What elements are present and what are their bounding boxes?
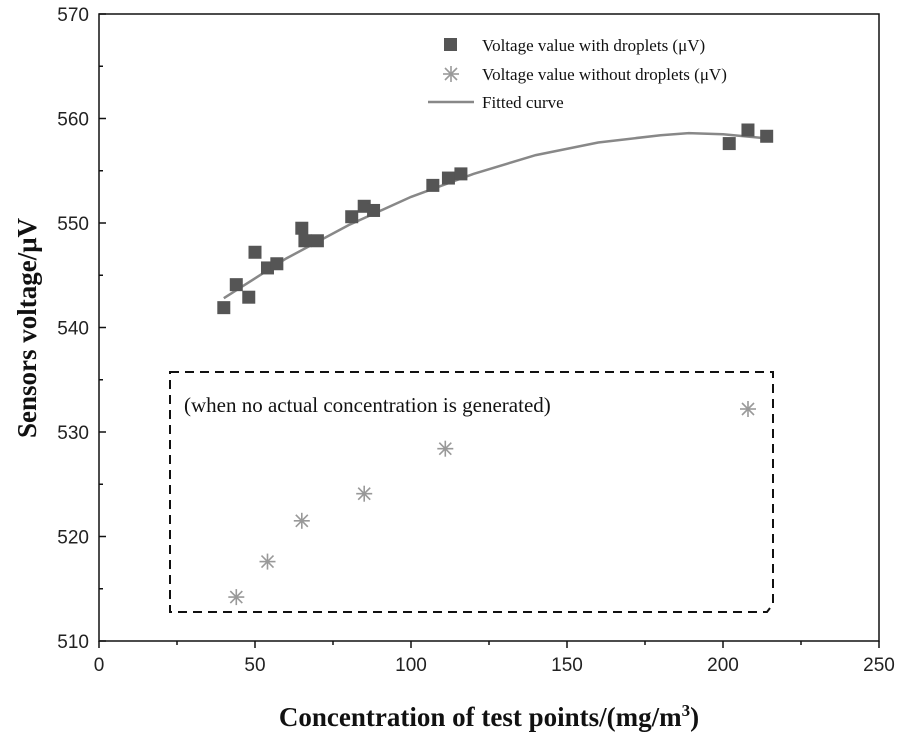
data-point-without-droplets	[259, 553, 276, 570]
data-point-with-droplets	[441, 171, 455, 185]
y-tick-label: 560	[57, 110, 89, 131]
y-tick-label: 530	[57, 423, 89, 444]
data-point-with-droplets	[367, 203, 381, 217]
annotation-dashed-box	[169, 371, 774, 613]
data-point-with-droplets	[310, 234, 324, 248]
legend: Voltage value with droplets (μV) Voltage…	[428, 36, 727, 112]
y-tick-label: 550	[57, 214, 89, 235]
fitted-curve-line	[223, 131, 767, 300]
data-point-with-droplets	[426, 178, 440, 192]
y-tick-label: 520	[57, 528, 89, 549]
y-tick-label: 540	[57, 319, 89, 340]
series-without-droplets	[228, 401, 756, 606]
y-tick-label: 570	[57, 5, 89, 26]
x-tick-label: 50	[244, 655, 265, 676]
x-tick-label: 200	[707, 655, 739, 676]
x-tick-label: 100	[395, 655, 427, 676]
y-tick-label: 510	[57, 632, 89, 653]
data-point-without-droplets	[293, 512, 310, 529]
data-point-with-droplets	[760, 129, 774, 143]
fitted-curve-layer	[223, 131, 767, 300]
legend-label-without-droplets: Voltage value without droplets (μV)	[482, 65, 727, 84]
data-point-with-droplets	[722, 137, 736, 151]
x-tick-label: 0	[94, 655, 105, 676]
y-axis-title: Sensors voltage/μV	[12, 217, 42, 438]
data-point-without-droplets	[740, 401, 756, 417]
data-point-with-droplets	[229, 278, 243, 292]
data-point-with-droplets	[298, 234, 312, 248]
y-axis-ticks: 510 520 530 540 550 560 570	[57, 5, 106, 653]
x-axis-title: Concentration of test points/(mg/m3)	[279, 701, 699, 732]
data-point-with-droplets	[295, 221, 309, 235]
x-axis-ticks: 0 50 100 150 200 250	[94, 641, 895, 676]
data-point-without-droplets	[228, 589, 245, 606]
x-tick-label: 250	[863, 655, 895, 676]
x-tick-label: 150	[551, 655, 583, 676]
series-with-droplets	[217, 123, 774, 315]
data-point-with-droplets	[242, 290, 256, 304]
annotation-text: (when no actual concentration is generat…	[184, 393, 551, 417]
data-point-without-droplets	[356, 485, 373, 502]
data-point-with-droplets	[270, 257, 284, 271]
data-point-with-droplets	[217, 301, 231, 315]
data-point-without-droplets	[437, 440, 454, 457]
data-point-with-droplets	[454, 167, 468, 181]
legend-marker-square	[444, 38, 457, 51]
data-point-with-droplets	[741, 123, 755, 137]
legend-marker-asterisk	[443, 66, 459, 82]
data-point-with-droplets	[248, 245, 262, 259]
legend-label-with-droplets: Voltage value with droplets (μV)	[482, 36, 705, 55]
legend-label-fitted-curve: Fitted curve	[482, 93, 564, 112]
data-point-with-droplets	[345, 210, 359, 224]
